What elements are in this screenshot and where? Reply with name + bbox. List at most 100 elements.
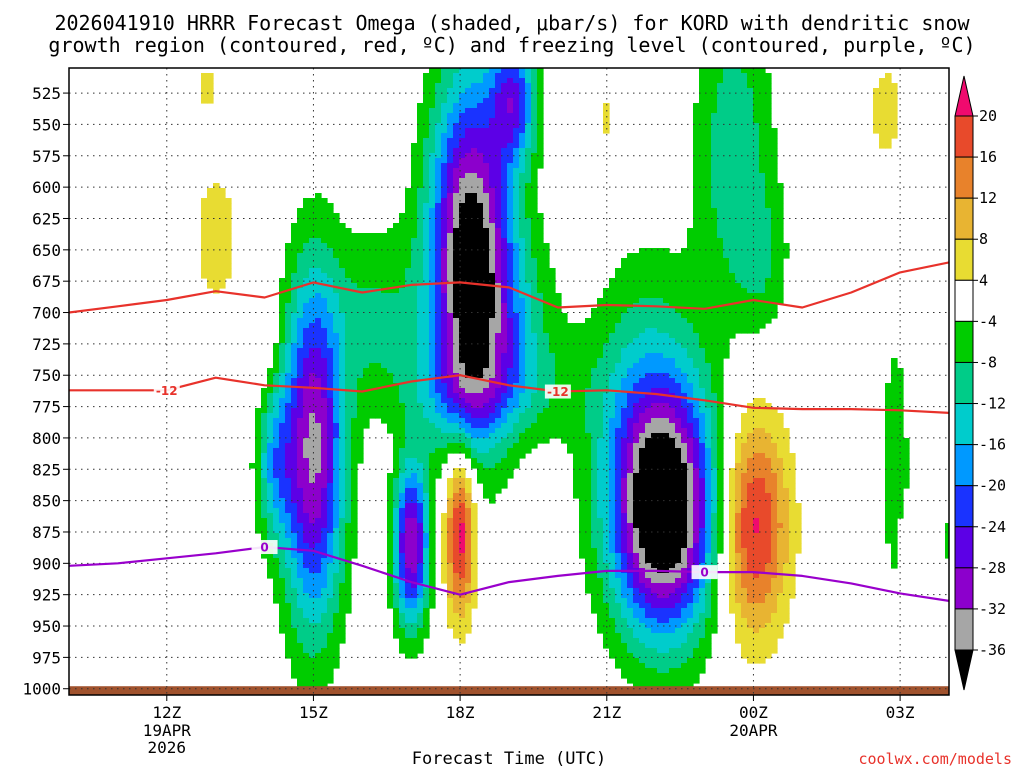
omega-cell bbox=[447, 503, 454, 509]
omega-cell bbox=[447, 293, 454, 299]
omega-cell bbox=[465, 558, 472, 564]
omega-cell bbox=[549, 283, 556, 289]
omega-cell bbox=[561, 413, 568, 419]
omega-cell bbox=[285, 253, 292, 259]
omega-cell bbox=[309, 213, 316, 219]
omega-cell bbox=[369, 348, 376, 354]
omega-cell bbox=[465, 408, 472, 414]
omega-cell bbox=[453, 103, 460, 109]
omega-cell bbox=[627, 408, 634, 414]
omega-cell bbox=[393, 253, 400, 259]
omega-cell bbox=[303, 453, 310, 459]
omega-cell bbox=[255, 448, 262, 454]
omega-cell bbox=[351, 458, 358, 464]
omega-cell bbox=[501, 393, 508, 399]
omega-cell bbox=[333, 663, 340, 669]
omega-cell bbox=[519, 233, 526, 239]
omega-cell bbox=[339, 258, 346, 264]
omega-cell bbox=[549, 373, 556, 379]
omega-cell bbox=[447, 378, 454, 384]
omega-cell bbox=[513, 73, 520, 79]
omega-cell bbox=[213, 233, 220, 239]
omega-cell bbox=[369, 408, 376, 414]
omega-cell bbox=[309, 248, 316, 254]
omega-cell bbox=[453, 513, 460, 519]
omega-cell bbox=[369, 293, 376, 299]
omega-cell bbox=[639, 333, 646, 339]
omega-cell bbox=[447, 253, 454, 259]
omega-cell bbox=[525, 308, 532, 314]
omega-cell bbox=[387, 568, 394, 574]
omega-cell bbox=[627, 353, 634, 359]
omega-cell bbox=[411, 418, 418, 424]
omega-cell bbox=[615, 628, 622, 634]
omega-cell bbox=[465, 303, 472, 309]
omega-cell bbox=[513, 198, 520, 204]
omega-cell bbox=[327, 673, 334, 679]
omega-cell bbox=[477, 318, 484, 324]
omega-cell bbox=[453, 548, 460, 554]
omega-cell bbox=[393, 228, 400, 234]
omega-cell bbox=[303, 653, 310, 659]
omega-cell bbox=[297, 438, 304, 444]
omega-cell bbox=[513, 233, 520, 239]
omega-cell bbox=[471, 68, 478, 74]
omega-cell bbox=[387, 508, 394, 514]
omega-cell bbox=[327, 223, 334, 229]
omega-cell bbox=[507, 428, 514, 434]
omega-cell bbox=[567, 348, 574, 354]
omega-cell bbox=[447, 208, 454, 214]
omega-cell bbox=[333, 283, 340, 289]
omega-cell bbox=[537, 138, 544, 144]
omega-cell bbox=[351, 298, 358, 304]
omega-cell bbox=[429, 348, 436, 354]
omega-cell bbox=[381, 338, 388, 344]
omega-cell bbox=[423, 363, 430, 369]
omega-cell bbox=[339, 293, 346, 299]
omega-cell bbox=[459, 388, 466, 394]
omega-cell bbox=[501, 303, 508, 309]
omega-cell bbox=[261, 553, 268, 559]
omega-cell bbox=[321, 648, 328, 654]
omega-cell bbox=[471, 143, 478, 149]
omega-cell bbox=[309, 403, 316, 409]
omega-cell bbox=[363, 308, 370, 314]
omega-cell bbox=[525, 123, 532, 129]
omega-cell bbox=[327, 343, 334, 349]
omega-cell bbox=[345, 598, 352, 604]
omega-cell bbox=[339, 438, 346, 444]
omega-cell bbox=[381, 418, 388, 424]
omega-cell bbox=[381, 318, 388, 324]
omega-cell bbox=[339, 298, 346, 304]
omega-cell bbox=[297, 563, 304, 569]
omega-cell bbox=[351, 463, 358, 469]
omega-cell bbox=[261, 408, 268, 414]
omega-cell bbox=[459, 633, 466, 639]
omega-cell bbox=[399, 593, 406, 599]
omega-cell bbox=[447, 428, 454, 434]
omega-cell bbox=[327, 558, 334, 564]
omega-cell bbox=[501, 463, 508, 469]
omega-cell bbox=[387, 343, 394, 349]
omega-cell bbox=[279, 543, 286, 549]
omega-cell bbox=[315, 658, 322, 664]
omega-cell bbox=[441, 268, 448, 274]
omega-cell bbox=[321, 268, 328, 274]
omega-cell bbox=[471, 228, 478, 234]
omega-cell bbox=[327, 478, 334, 484]
omega-cell bbox=[453, 588, 460, 594]
omega-cell bbox=[321, 323, 328, 329]
omega-cell bbox=[597, 548, 604, 554]
omega-cell bbox=[501, 278, 508, 284]
omega-cell bbox=[525, 233, 532, 239]
omega-cell bbox=[279, 478, 286, 484]
omega-cell bbox=[609, 288, 616, 294]
omega-cell bbox=[471, 363, 478, 369]
omega-cell bbox=[411, 278, 418, 284]
omega-cell bbox=[489, 388, 496, 394]
omega-cell bbox=[387, 478, 394, 484]
omega-cell bbox=[603, 338, 610, 344]
omega-cell bbox=[291, 463, 298, 469]
omega-cell bbox=[303, 288, 310, 294]
omega-cell bbox=[327, 248, 334, 254]
